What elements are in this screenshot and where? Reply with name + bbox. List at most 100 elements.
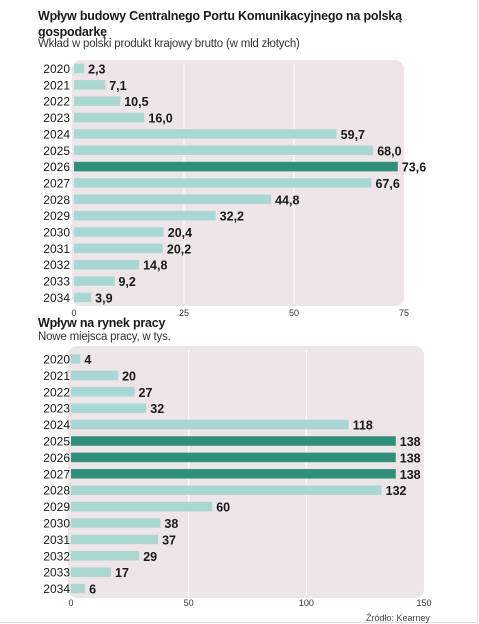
gdp-bar	[74, 178, 372, 188]
jobs-category-label: 2021	[43, 369, 70, 383]
jobs-bar	[71, 583, 86, 594]
gdp-bar	[74, 80, 106, 90]
gdp-category-label: 2023	[43, 111, 70, 125]
gdp-bar	[74, 145, 374, 155]
gdp-bar	[74, 276, 115, 286]
gdp-category-label: 2028	[43, 193, 70, 207]
jobs-value-label: 32	[150, 402, 164, 416]
gdp-bar	[74, 96, 121, 106]
jobs-bar	[71, 551, 140, 561]
jobs-category-label: 2025	[43, 435, 70, 449]
gdp-value-label: 73,6	[402, 161, 426, 175]
gdp-category-label: 2026	[43, 160, 70, 174]
gdp-category-label: 2031	[43, 242, 70, 256]
gdp-category-label: 2025	[43, 144, 70, 158]
gdp-bar	[74, 63, 85, 74]
jobs-bar	[71, 354, 81, 364]
jobs-value-label: 138	[400, 468, 421, 482]
jobs-category-label: 2026	[43, 451, 70, 465]
gdp-category-label: 2032	[43, 258, 70, 272]
jobs-bar	[71, 518, 161, 528]
gdp-value-label: 16,0	[148, 112, 172, 126]
gdp-value-label: 14,8	[143, 259, 167, 273]
jobs-bar	[71, 370, 119, 381]
jobs-bar	[71, 534, 159, 545]
chart-title-jobs: Wpływ na rynek pracy	[38, 316, 166, 330]
jobs-category-label: 2020	[43, 353, 70, 367]
gdp-value-label: 2,3	[88, 63, 105, 77]
gdp-value-label: 3,9	[95, 291, 112, 305]
jobs-category-label: 2031	[43, 533, 70, 547]
jobs-category-label: 2023	[43, 402, 70, 416]
gdp-x-tick-label: 0	[71, 308, 76, 318]
jobs-bar	[71, 501, 213, 512]
gdp-value-label: 32,2	[220, 210, 244, 224]
jobs-x-tick-label: 50	[184, 598, 194, 608]
gdp-category-label: 2029	[43, 209, 70, 223]
gdp-category-label: 2033	[43, 275, 70, 289]
gdp-bar	[74, 161, 398, 172]
jobs-category-label: 2022	[43, 385, 70, 399]
gdp-x-tick-label: 50	[289, 308, 299, 318]
jobs-category-label: 2024	[43, 418, 70, 432]
gdp-value-label: 44,8	[275, 193, 299, 207]
gdp-bar	[74, 227, 164, 237]
gdp-category-label: 2027	[43, 176, 70, 190]
gdp-value-label: 68,0	[377, 144, 401, 158]
jobs-value-label: 132	[386, 484, 407, 498]
gdp-category-label: 2034	[43, 291, 70, 305]
jobs-value-label: 37	[162, 533, 176, 547]
jobs-bar	[71, 485, 382, 495]
gdp-x-tick-label: 75	[399, 308, 409, 318]
jobs-category-label: 2032	[43, 549, 70, 563]
jobs-value-label: 138	[400, 451, 421, 465]
jobs-x-tick-label: 100	[299, 598, 314, 608]
jobs-bar	[71, 436, 396, 446]
gdp-category-label: 2021	[43, 78, 70, 92]
gdp-bar	[74, 243, 163, 254]
gdp-value-label: 7,1	[109, 79, 126, 93]
source-note: Źródło: Kearney	[366, 613, 431, 623]
gdp-bar	[74, 129, 337, 139]
gdp-bar	[74, 259, 140, 270]
jobs-bar	[71, 567, 112, 577]
jobs-value-label: 27	[139, 386, 153, 400]
gdp-value-label: 20,2	[167, 242, 191, 256]
jobs-value-label: 29	[143, 550, 157, 564]
gdp-category-label: 2020	[43, 62, 70, 76]
chart-subtitle-jobs: Nowe miejsca pracy, w tys.	[38, 331, 171, 343]
gdp-value-label: 59,7	[341, 128, 365, 142]
chart-subtitle-gdp: Wkład w polski produkt krajowy brutto (w…	[38, 38, 300, 50]
jobs-value-label: 20	[122, 369, 136, 383]
jobs-bar	[71, 419, 349, 430]
gdp-category-label: 2030	[43, 226, 70, 240]
gdp-value-label: 67,6	[375, 177, 399, 191]
jobs-x-tick-label: 150	[416, 598, 431, 608]
jobs-category-label: 2027	[43, 467, 70, 481]
jobs-x-tick-label: 0	[68, 598, 73, 608]
jobs-value-label: 118	[353, 419, 373, 433]
gdp-x-tick-label: 25	[179, 308, 189, 318]
gdp-category-label: 2024	[43, 127, 70, 141]
jobs-category-label: 2028	[43, 484, 70, 498]
jobs-bar	[71, 452, 396, 463]
gdp-value-label: 9,2	[118, 275, 135, 289]
jobs-bar	[71, 403, 147, 413]
jobs-bar	[71, 387, 135, 397]
jobs-value-label: 60	[216, 501, 230, 515]
jobs-value-label: 6	[89, 583, 96, 597]
chart-title-gdp: Wpływ budowy Centralnego Portu Komunikac…	[38, 9, 402, 39]
jobs-value-label: 17	[115, 566, 129, 580]
gdp-value-label: 10,5	[124, 95, 148, 109]
gdp-category-label: 2022	[43, 95, 70, 109]
jobs-bar	[71, 469, 396, 479]
gdp-bar	[74, 210, 216, 221]
gdp-bar	[74, 194, 272, 205]
jobs-category-label: 2029	[43, 500, 70, 514]
jobs-value-label: 138	[400, 435, 421, 449]
jobs-category-label: 2030	[43, 517, 70, 531]
gdp-bar	[74, 292, 92, 303]
jobs-category-label: 2034	[43, 582, 70, 596]
